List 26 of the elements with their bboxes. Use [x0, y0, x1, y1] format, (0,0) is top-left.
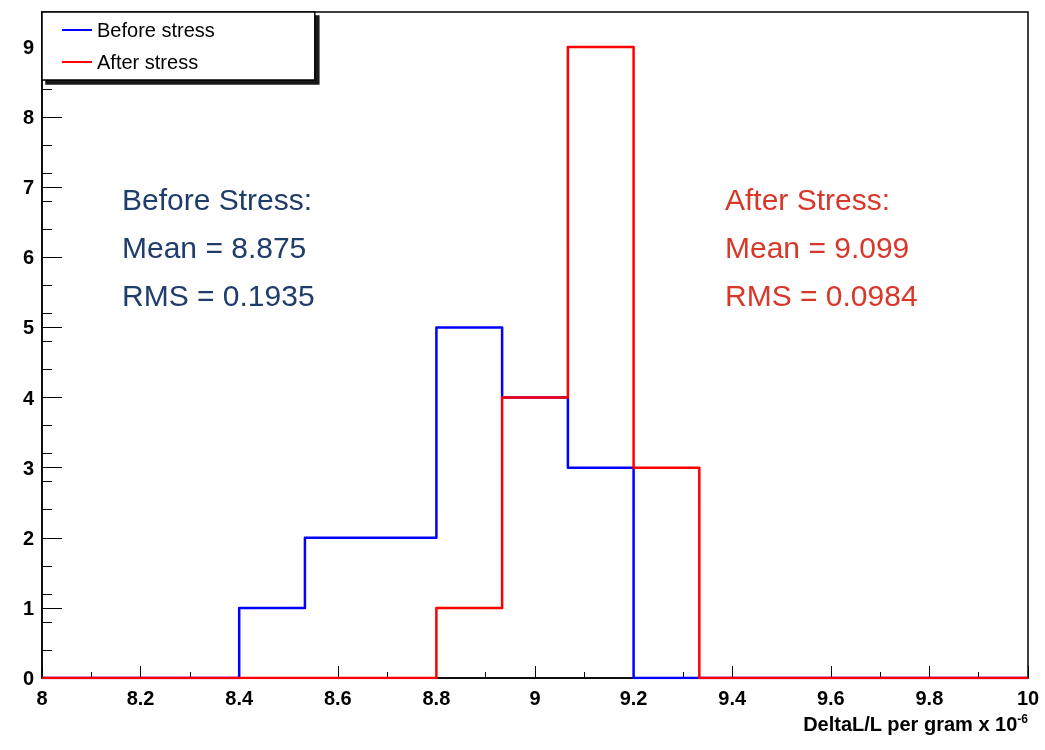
x-tick-label: 9.8 — [915, 687, 944, 709]
y-tick-label: 2 — [22, 526, 34, 549]
x-tick-label: 8.2 — [126, 687, 155, 709]
y-tick-label: 6 — [22, 246, 34, 269]
x-tick-label: 9.2 — [619, 687, 648, 709]
x-tick-label: 8.8 — [422, 687, 451, 709]
annotation: Before Stress: Mean = 8.875 RMS = 0.1935 — [122, 182, 315, 312]
x-tick-label: 9 — [529, 687, 541, 709]
x-tick-label: 8.6 — [323, 687, 352, 709]
y-tick-label: 8 — [22, 106, 34, 129]
y-tick-label: 5 — [22, 316, 34, 339]
legend-label: Before stress — [97, 19, 215, 41]
x-tick-label: 8 — [36, 687, 48, 709]
y-tick-label: 7 — [22, 176, 34, 199]
x-tick-label: 8.4 — [225, 687, 254, 709]
legend-label: After stress — [97, 51, 199, 73]
y-tick-label: 1 — [22, 596, 34, 619]
y-tick-label: 9 — [22, 36, 34, 59]
x-axis-title: DeltaL/L per gram x 10$^{-6}$ — [803, 712, 1028, 736]
x-tick-label: 9.4 — [718, 687, 747, 709]
y-tick-label: 3 — [22, 456, 34, 479]
x-tick-label: 9.6 — [816, 687, 845, 709]
y-tick-label: 4 — [22, 386, 35, 409]
annotation: After Stress: Mean = 9.099 RMS = 0.0984 — [725, 182, 918, 312]
y-tick-label: 0 — [22, 667, 34, 689]
x-tick-label: 10 — [1016, 687, 1040, 709]
